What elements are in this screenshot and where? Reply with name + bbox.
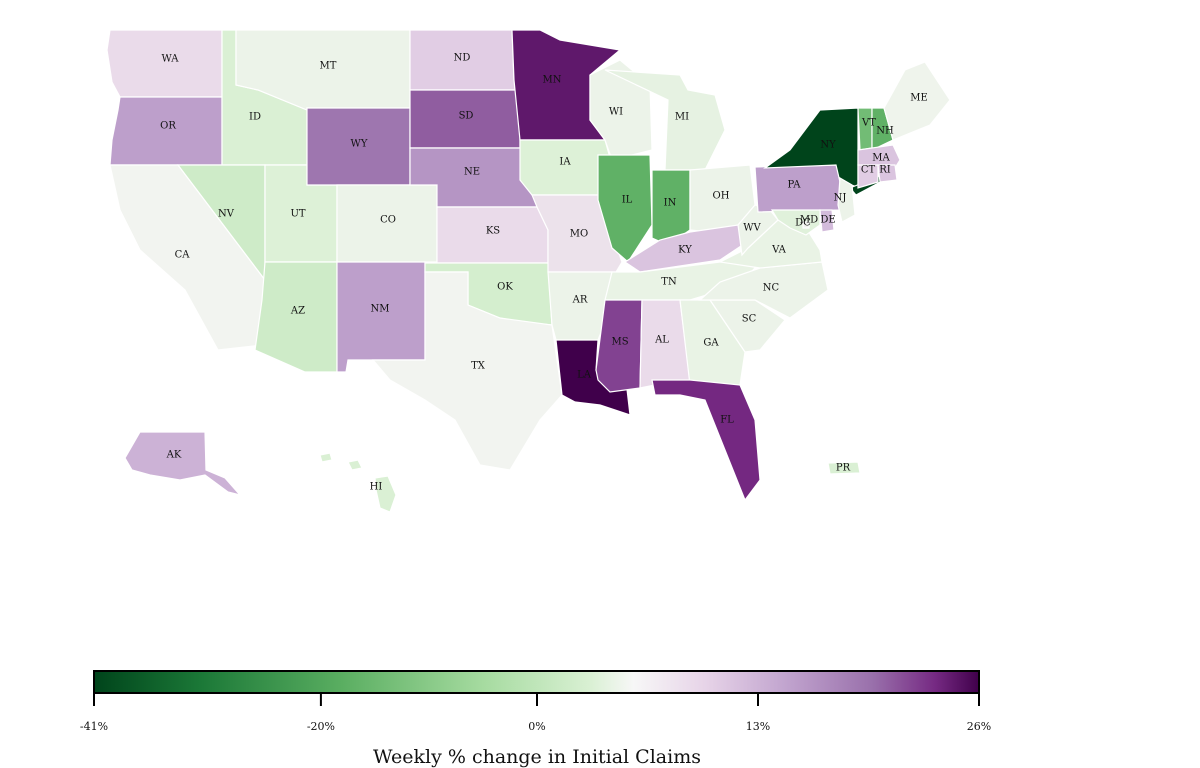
state-label-AZ: AZ bbox=[290, 306, 305, 317]
state-MA bbox=[857, 144, 901, 169]
state-label-TN: TN bbox=[661, 277, 677, 288]
state-label-NC: NC bbox=[763, 283, 780, 294]
color-legend: -41% -20% 0% 13% 26% Weekly % change in Init… bbox=[80, 670, 991, 768]
state-VT bbox=[857, 107, 873, 151]
state-label-CO: CO bbox=[380, 215, 396, 226]
state-NM bbox=[336, 261, 426, 373]
state-label-FL: FL bbox=[720, 415, 734, 426]
state-CT bbox=[857, 164, 879, 189]
state-label-MS: MS bbox=[611, 337, 628, 348]
state-label-IN: IN bbox=[664, 198, 677, 209]
state-label-SD: SD bbox=[459, 111, 474, 122]
state-label-MI: MI bbox=[675, 112, 689, 123]
state-label-TX: TX bbox=[471, 361, 486, 372]
state-label-MA: MA bbox=[872, 153, 890, 164]
state-label-DE: DE bbox=[820, 215, 835, 226]
state-MD bbox=[770, 209, 821, 236]
state-label-ID: ID bbox=[249, 112, 261, 123]
state-label-LA: LA bbox=[577, 370, 592, 381]
state-label-AK: AK bbox=[166, 450, 182, 461]
state-label-VA: VA bbox=[771, 245, 787, 256]
state-label-ND: ND bbox=[454, 53, 471, 64]
state-label-MT: MT bbox=[320, 61, 337, 72]
state-label-NM: NM bbox=[371, 304, 390, 315]
state-LA bbox=[555, 339, 631, 416]
state-label-KY: KY bbox=[678, 245, 692, 256]
state-AZ bbox=[254, 261, 338, 373]
state-label-UT: UT bbox=[290, 209, 305, 220]
state-label-AL: AL bbox=[654, 335, 669, 346]
state-label-OK: OK bbox=[497, 282, 513, 293]
state-NY bbox=[763, 107, 859, 188]
state-label-HI: HI bbox=[370, 482, 383, 493]
state-label-OR: OR bbox=[160, 121, 176, 132]
state-label-WY: WY bbox=[351, 139, 368, 150]
state-label-WI: WI bbox=[609, 107, 623, 118]
state-label-NV: NV bbox=[218, 209, 235, 220]
state-RI bbox=[877, 164, 898, 183]
state-PA bbox=[754, 164, 849, 213]
state-label-NY: NY bbox=[820, 140, 836, 151]
state-label-OH: OH bbox=[713, 191, 730, 202]
state-label-PR: PR bbox=[836, 463, 851, 474]
state-label-WV: WV bbox=[743, 223, 761, 234]
state-label-MD: MD bbox=[800, 215, 818, 226]
legend-title: Weekly % change in Initial Claims bbox=[373, 746, 701, 768]
state-label-GA: GA bbox=[703, 338, 719, 349]
state-label-KS: KS bbox=[486, 226, 500, 237]
state-label-CA: CA bbox=[175, 250, 191, 261]
state-DC bbox=[802, 221, 810, 229]
state-label-VT: VT bbox=[861, 118, 876, 129]
state-label-ME: ME bbox=[910, 93, 928, 104]
state-label-NE: NE bbox=[464, 167, 480, 178]
state-label-CT: CT bbox=[861, 165, 876, 176]
state-DE bbox=[819, 209, 835, 233]
state-label-NJ: NJ bbox=[834, 193, 847, 204]
legend-tick-label: -20% bbox=[307, 720, 335, 733]
state-label-WA: WA bbox=[161, 54, 179, 65]
choropleth-map: WA OR CA ID NV UT AZ MT WY CO NM ND SD NE KS OK TX MN IA MO… bbox=[106, 29, 951, 513]
legend-tick-label: 0% bbox=[528, 720, 545, 733]
state-label-IL: IL bbox=[622, 195, 633, 206]
state-label-AR: AR bbox=[572, 295, 588, 306]
state-MI bbox=[604, 69, 726, 171]
state-label-DC: DC bbox=[795, 218, 811, 229]
state-HI bbox=[319, 452, 397, 513]
state-ME bbox=[883, 61, 951, 141]
state-PR bbox=[827, 461, 861, 475]
state-label-MN: MN bbox=[543, 75, 562, 86]
state-label-NH: NH bbox=[876, 126, 894, 137]
state-label-MO: MO bbox=[570, 229, 588, 240]
legend-tick-label: 13% bbox=[746, 720, 770, 733]
state-label-PA: PA bbox=[787, 180, 801, 191]
state-NC bbox=[698, 261, 829, 319]
legend-tick-label: 26% bbox=[967, 720, 991, 733]
state-label-IA: IA bbox=[559, 157, 571, 168]
state-label-SC: SC bbox=[742, 314, 757, 325]
state-label-RI: RI bbox=[879, 165, 891, 176]
state-FL bbox=[651, 379, 761, 502]
state-TX bbox=[371, 271, 563, 471]
legend-tick-label: -41% bbox=[80, 720, 108, 733]
legend-colorbar bbox=[93, 670, 980, 694]
state-AK bbox=[124, 431, 242, 497]
state-NJ bbox=[837, 176, 856, 223]
